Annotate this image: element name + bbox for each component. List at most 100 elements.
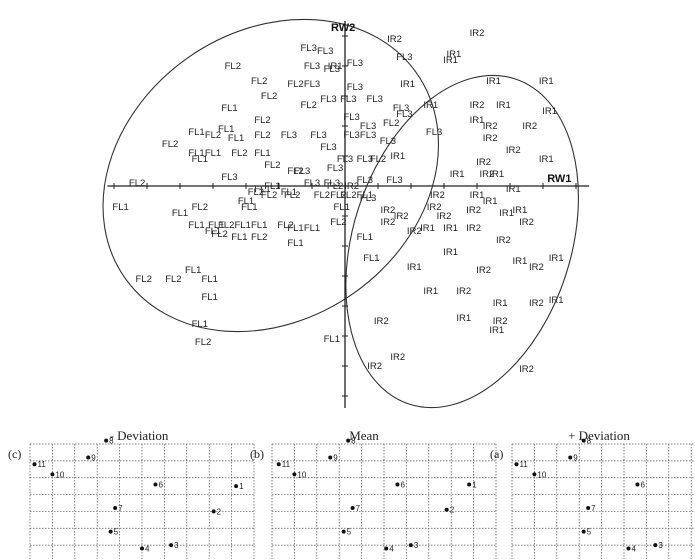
- data-point-label: FL1: [334, 202, 350, 213]
- landmark-point: [467, 482, 472, 487]
- landmark-point: [276, 462, 281, 467]
- landmark-point: [104, 438, 109, 443]
- data-point-label: FL1: [357, 232, 373, 243]
- data-point-label: FL1: [235, 220, 251, 231]
- data-point-label: IR1: [420, 223, 435, 234]
- data-point-label: IR2: [506, 145, 521, 156]
- data-point-label: FL1: [287, 238, 303, 249]
- data-point-label: FL2: [370, 154, 386, 165]
- landmark-label: 9: [573, 453, 578, 462]
- landmark-label: 6: [640, 480, 645, 489]
- landmark-label: 5: [587, 528, 592, 537]
- y-axis-label: RW2: [331, 22, 355, 34]
- landmark-point: [581, 529, 586, 534]
- data-point-label: FL3: [304, 79, 320, 90]
- data-point-label: FL3: [340, 94, 356, 105]
- data-point-label: FL3: [343, 130, 359, 141]
- landmark-label: 9: [333, 453, 338, 462]
- data-point-label: FL3: [380, 136, 396, 147]
- data-point-label: IR1: [549, 295, 564, 306]
- grid-panel-tag: (b): [250, 447, 264, 461]
- landmark-label: 6: [158, 480, 163, 489]
- data-point-label: FL1: [208, 220, 224, 231]
- data-point-label: FL1: [185, 265, 201, 276]
- data-point-label: IR2: [427, 202, 442, 213]
- data-point-label: IR2: [529, 262, 544, 273]
- deformation-grid-panel: Mean (b) 1 2 3 4 5 6 7 8 9 10 11: [250, 428, 497, 559]
- data-point-label: IR1: [443, 247, 458, 258]
- data-point-label: FL1: [231, 232, 247, 243]
- data-point-label: FL2: [251, 232, 267, 243]
- landmark-label: 3: [174, 541, 179, 550]
- data-point-label: FL3: [320, 142, 336, 153]
- landmark-point: [444, 507, 449, 512]
- landmark-point: [568, 455, 573, 460]
- data-point-label: IR1: [539, 76, 554, 87]
- landmark-label: 10: [55, 470, 64, 479]
- data-point-label: FL1: [357, 190, 373, 201]
- landmark-point: [140, 546, 144, 551]
- data-point-label: IR1: [470, 190, 485, 201]
- data-point-label: IR2: [476, 265, 491, 276]
- data-point-label: FL2: [277, 220, 293, 231]
- data-point-label: FL1: [202, 274, 218, 285]
- data-point-label: FL1: [192, 154, 208, 165]
- data-point-label: FL3: [347, 82, 363, 93]
- landmark-point: [328, 455, 333, 460]
- group-ellipse-1: [102, 18, 440, 333]
- data-point-label: FL1: [205, 226, 221, 237]
- data-point-label: IR1: [496, 100, 511, 111]
- x-axis-label: RW1: [547, 173, 571, 185]
- data-point-label: FL2: [251, 76, 267, 87]
- data-point-label: FL1: [241, 202, 257, 213]
- data-point-label: IR1: [470, 115, 485, 126]
- landmark-point: [635, 482, 640, 487]
- landmark-label: 8: [351, 437, 356, 446]
- data-point-label: IR1: [456, 313, 471, 324]
- data-point-label: FL3: [304, 61, 320, 72]
- grid-panel-tag: (a): [490, 447, 503, 461]
- landmark-point: [384, 546, 389, 551]
- data-point-label: FL1: [281, 187, 297, 198]
- data-point-label: FL3: [294, 166, 310, 177]
- data-point-label: FL3: [360, 121, 376, 132]
- landmark-label: 8: [587, 437, 592, 446]
- landmark-label: 3: [658, 541, 663, 550]
- grid-panel-title: - Deviation: [110, 428, 169, 443]
- landmark-point: [341, 529, 346, 534]
- data-point-label: FL2: [136, 274, 152, 285]
- landmark-point: [532, 472, 537, 477]
- data-point-label: FL3: [360, 193, 376, 204]
- data-point-label: FL2: [129, 178, 145, 189]
- data-point-label: FL3: [327, 163, 343, 174]
- data-point-label: FL3: [386, 175, 402, 186]
- landmark-label: 5: [347, 528, 352, 537]
- data-point-label: IR1: [489, 169, 504, 180]
- data-point-label: IR1: [450, 169, 465, 180]
- deformation-grid-panel: - Deviation (c) 1 2 3 4 5 6 7 8 9 10 11: [8, 428, 255, 559]
- landmark-point: [86, 455, 91, 460]
- data-point-label: IR2: [519, 364, 534, 375]
- data-point-label: IR2: [430, 190, 445, 201]
- data-point-label: FL3: [324, 178, 340, 189]
- data-point-label: IR2: [529, 298, 544, 309]
- data-point-label: IR1: [423, 286, 438, 297]
- landmark-label: 4: [389, 545, 394, 554]
- data-point-label: FL3: [393, 103, 409, 114]
- data-point-label: IR2: [519, 217, 534, 228]
- landmark-point: [108, 529, 113, 534]
- data-point-label: FL1: [264, 181, 280, 192]
- landmark-point: [32, 462, 37, 467]
- landmark-point: [653, 543, 658, 548]
- data-point-label: FL2: [211, 229, 227, 240]
- data-point-label: IR1: [400, 79, 415, 90]
- data-point-label: FL1: [221, 103, 237, 114]
- data-point-label: IR1: [506, 184, 521, 195]
- landmark-label: 11: [37, 460, 46, 469]
- data-point-label: FL2: [205, 130, 221, 141]
- landmark-label: 7: [356, 504, 361, 513]
- data-point-label: FL1: [202, 292, 218, 303]
- data-point-label: IR2: [367, 361, 382, 372]
- landmark-point: [50, 472, 55, 477]
